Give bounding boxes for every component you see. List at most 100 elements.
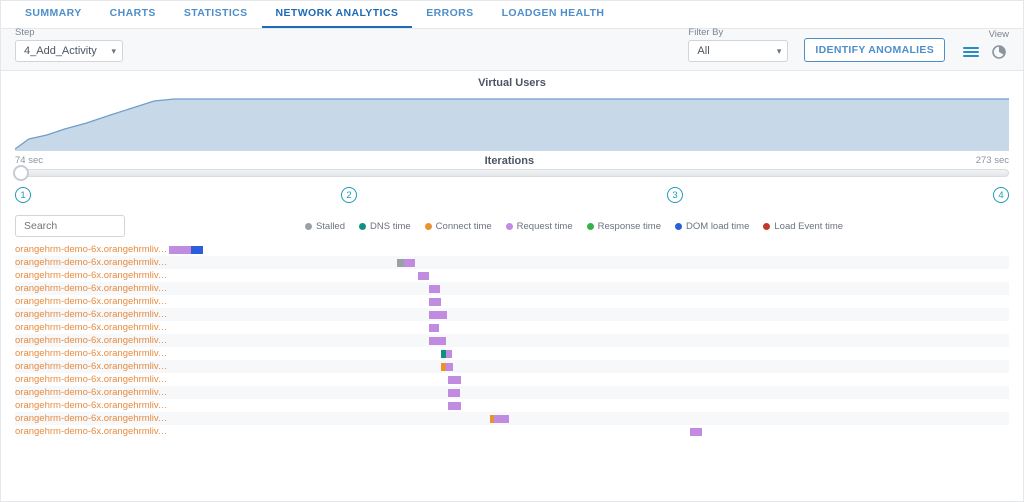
waterfall-row[interactable]: orangehrm-demo-6x.orangehrmliv...Thin.wo… — [15, 347, 1009, 360]
filter-value: All — [697, 45, 709, 57]
waterfall-url: orangehrm-demo-6x.orangehrmliv...Thin.wo… — [15, 348, 169, 359]
legend-dot-icon — [359, 223, 366, 230]
legend: Stalled DNS time Connect time Request time R… — [139, 221, 1009, 232]
legend-label: DOM load time — [686, 221, 749, 232]
waterfall-track — [169, 321, 1009, 334]
waterfall-row[interactable]: orangehrm-demo-6x.orangehrmliv...igation… — [15, 425, 1009, 438]
slider-thumb[interactable] — [13, 165, 29, 181]
waterfall-row[interactable]: orangehrm-demo-6x.orangehrmliv...s%5B%5D — [15, 295, 1009, 308]
legend-item: DNS time — [359, 221, 411, 232]
waterfall-track — [169, 308, 1009, 321]
search-input[interactable] — [15, 215, 125, 237]
waterfall-row[interactable]: orangehrm-demo-6x.orangehrmliv...ities=t… — [15, 308, 1009, 321]
waterfall-url: orangehrm-demo-6x.orangehrmliv...yTimesh… — [15, 257, 169, 268]
iteration-marker-3[interactable]: 3 — [667, 187, 683, 203]
waterfall-row[interactable]: orangehrm-demo-6x.orangehrmliv...redenti… — [15, 243, 1009, 256]
waterfall-track — [169, 347, 1009, 360]
chevron-down-icon: ▾ — [111, 46, 116, 57]
timing-segment — [448, 389, 460, 397]
tab-charts[interactable]: CHARTS — [96, 1, 170, 28]
legend-dot-icon — [675, 223, 682, 230]
legend-item: Request time — [506, 221, 573, 232]
legend-label: Load Event time — [774, 221, 843, 232]
waterfall-track — [169, 360, 1009, 373]
legend-item: DOM load time — [675, 221, 749, 232]
waterfall-track — [169, 373, 1009, 386]
iteration-marker-4[interactable]: 4 — [993, 187, 1009, 203]
waterfall-row[interactable]: orangehrm-demo-6x.orangehrmliv...yTimesh… — [15, 256, 1009, 269]
timing-segment — [690, 428, 703, 436]
waterfall-url: orangehrm-demo-6x.orangehrmliv...e=Custo… — [15, 283, 169, 294]
legend-dot-icon — [763, 223, 770, 230]
waterfall-row[interactable]: orangehrm-demo-6x.orangehrmliv...urged%5 — [15, 412, 1009, 425]
waterfall: orangehrm-demo-6x.orangehrmliv...redenti… — [1, 243, 1023, 438]
view-label: View — [989, 29, 1009, 40]
legend-dot-icon — [587, 223, 594, 230]
waterfall-url: orangehrm-demo-6x.orangehrmliv...ities=t… — [15, 309, 169, 320]
iteration-marker-1[interactable]: 1 — [15, 187, 31, 203]
waterfall-url: orangehrm-demo-6x.orangehrmliv...type=br… — [15, 322, 169, 333]
waterfall-track — [169, 295, 1009, 308]
chevron-down-icon: ▾ — [777, 46, 782, 57]
timing-segment — [429, 311, 447, 319]
slider-track[interactable] — [15, 169, 1009, 177]
tab-loadgen-health[interactable]: LOADGEN HEALTH — [488, 1, 619, 28]
timing-segment — [429, 298, 441, 306]
view-field: View — [961, 29, 1009, 62]
bar-view-icon[interactable] — [961, 42, 981, 62]
waterfall-track — [169, 243, 1009, 256]
tab-summary[interactable]: SUMMARY — [11, 1, 96, 28]
waterfall-url: orangehrm-demo-6x.orangehrmliv...actionL… — [15, 400, 169, 411]
legend-item: Response time — [587, 221, 661, 232]
waterfall-url: orangehrm-demo-6x.orangehrmliv...er%5D=2… — [15, 374, 169, 385]
timing-segment — [429, 285, 440, 293]
waterfall-url: orangehrm-demo-6x.orangehrmliv...timeshe… — [15, 387, 169, 398]
timing-segment — [448, 376, 461, 384]
legend-label: Stalled — [316, 221, 345, 232]
waterfall-row[interactable]: orangehrm-demo-6x.orangehrmliv...actionL… — [15, 399, 1009, 412]
iteration-marker-2[interactable]: 2 — [341, 187, 357, 203]
tab-network-analytics[interactable]: NETWORK ANALYTICS — [262, 1, 413, 28]
timing-segment — [169, 246, 191, 254]
timing-segment — [418, 272, 430, 280]
filter-select[interactable]: All ▾ — [688, 40, 788, 62]
filter-label: Filter By — [688, 27, 788, 38]
waterfall-row[interactable]: orangehrm-demo-6x.orangehrmliv...7/payHo… — [15, 334, 1009, 347]
legend-dot-icon — [506, 223, 513, 230]
waterfall-row[interactable]: orangehrm-demo-6x.orangehrmliv...er%5D=2… — [15, 373, 1009, 386]
legend-label: Connect time — [436, 221, 492, 232]
waterfall-row[interactable]: orangehrm-demo-6x.orangehrmliv...timeshe… — [15, 386, 1009, 399]
toolbar: Step 4_Add_Activity ▾ Filter By All ▾ ID… — [1, 29, 1023, 71]
waterfall-url: orangehrm-demo-6x.orangehrmliv...ight.wo… — [15, 361, 169, 372]
waterfall-row[interactable]: orangehrm-demo-6x.orangehrmliv...ight.wo… — [15, 360, 1009, 373]
pie-view-icon[interactable] — [989, 42, 1009, 62]
timing-segment — [429, 337, 446, 345]
timing-segment — [429, 324, 439, 332]
timing-segment — [446, 350, 452, 358]
legend-item: Stalled — [305, 221, 345, 232]
waterfall-url: orangehrm-demo-6x.orangehrmliv...igation… — [15, 426, 169, 437]
iterations-slider[interactable] — [1, 167, 1023, 181]
waterfall-track — [169, 399, 1009, 412]
waterfall-row[interactable]: orangehrm-demo-6x.orangehrmliv...type=br… — [15, 321, 1009, 334]
step-field: Step 4_Add_Activity ▾ — [15, 27, 123, 62]
iterations-title: Iterations — [43, 155, 976, 167]
iteration-markers: 1 2 3 4 — [1, 181, 1023, 211]
waterfall-row[interactable]: orangehrm-demo-6x.orangehrmliv...heets/2… — [15, 269, 1009, 282]
waterfall-track — [169, 334, 1009, 347]
legend-label: Request time — [517, 221, 573, 232]
tab-statistics[interactable]: STATISTICS — [170, 1, 262, 28]
step-select[interactable]: 4_Add_Activity ▾ — [15, 40, 123, 62]
waterfall-row[interactable]: orangehrm-demo-6x.orangehrmliv...e=Custo… — [15, 282, 1009, 295]
timing-segment — [494, 415, 509, 423]
step-label: Step — [15, 27, 123, 38]
virtual-users-chart — [1, 93, 1023, 151]
legend-label: Response time — [598, 221, 661, 232]
timing-segment — [446, 363, 453, 371]
identify-anomalies-button[interactable]: IDENTIFY ANOMALIES — [804, 38, 945, 62]
legend-label: DNS time — [370, 221, 411, 232]
search-legend-row: Stalled DNS time Connect time Request time R… — [1, 211, 1023, 243]
tab-errors[interactable]: ERRORS — [412, 1, 487, 28]
legend-item: Connect time — [425, 221, 492, 232]
legend-dot-icon — [425, 223, 432, 230]
